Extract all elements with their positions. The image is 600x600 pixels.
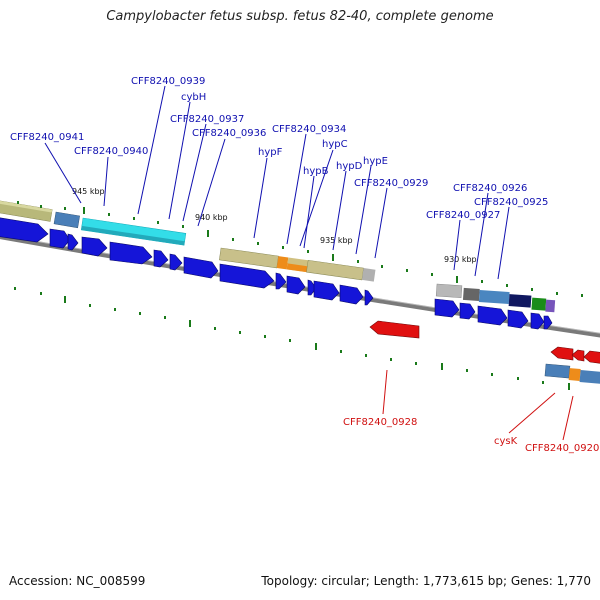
gene-label: hypF (258, 147, 283, 158)
gene-label: cybH (181, 92, 206, 103)
scale-label: 940 kbp (195, 213, 228, 222)
gene-arrow-reverse (571, 349, 585, 362)
scale-label: 930 kbp (444, 255, 477, 264)
gene-label: CFF8240_0936 (192, 128, 266, 139)
gene-arrow-forward (183, 256, 219, 279)
forward-genes (0, 217, 553, 330)
gene-label: CFF8240_0928 (343, 417, 417, 428)
domain-box (286, 263, 308, 273)
reverse-genes (369, 320, 600, 364)
domain-box (306, 259, 364, 281)
gene-arrow-reverse (550, 346, 574, 361)
gene-arrow-forward (307, 279, 317, 296)
gene-label: CFF8240_0941 (10, 132, 84, 143)
domain-box (478, 289, 510, 305)
domain-box (568, 368, 581, 381)
map-title: Campylobacter fetus subsp. fetus 82-40, … (106, 9, 494, 24)
domain-box (276, 256, 289, 270)
gene-label: CFF8240_0937 (170, 114, 244, 125)
gene-arrow-forward (507, 309, 529, 329)
domain-box (462, 287, 480, 301)
domain-box (53, 211, 80, 229)
gene-arrow-reverse (369, 320, 420, 339)
forward-labels: CFF8240_0939 cybH CFF8240_0937 CFF8240_0… (10, 76, 548, 221)
domain-box (435, 283, 463, 298)
gene-arrow-forward (67, 233, 79, 251)
gene-arrow-forward (477, 305, 508, 326)
gene-arrow-forward (434, 298, 460, 318)
reverse-labels: CFF8240_0928 cysK CFF8240_0920 (343, 417, 599, 454)
gene-arrow-reverse (583, 350, 600, 364)
gene-arrow-forward (339, 284, 364, 305)
footer-accession: Accession: NC_008599 (9, 574, 146, 588)
gene-arrow-forward (313, 280, 340, 301)
gene-arrow-forward (153, 249, 169, 268)
gene-arrow-forward (286, 275, 306, 295)
domain-box (545, 299, 556, 313)
gene-arrow-forward (543, 315, 553, 330)
scale-label: 935 kbp (320, 236, 353, 245)
scale-labels: 945 kbp 940 kbp 935 kbp 930 kbp (72, 187, 477, 264)
forward-leader-lines (44, 85, 510, 280)
domain-box (81, 225, 185, 246)
gene-label: hypE (363, 156, 388, 167)
footer-summary: Topology: circular; Length: 1,773,615 bp… (261, 574, 591, 588)
domain-box (0, 200, 53, 213)
domain-box (544, 363, 571, 379)
gene-arrow-forward (459, 302, 476, 320)
domain-box (219, 247, 279, 269)
gene-arrow-forward (109, 241, 153, 265)
gene-label: cysK (494, 436, 518, 447)
feature-track-upper (0, 199, 600, 385)
gene-label: CFF8240_0927 (426, 210, 500, 221)
gene-label: hypC (322, 139, 348, 150)
gene-label: CFF8240_0926 (453, 183, 527, 194)
gene-arrow-forward (81, 236, 108, 257)
gene-arrow-forward (275, 272, 287, 290)
gene-label: hypB (303, 166, 329, 177)
gene-label: CFF8240_0940 (74, 146, 148, 157)
domain-box (579, 370, 600, 385)
reverse-leader-lines (382, 369, 574, 441)
gene-arrow-forward (169, 253, 183, 271)
domain-box (531, 297, 547, 311)
tick-marks (14, 201, 583, 390)
gene-arrow-forward (0, 217, 49, 243)
gene-arrow-forward (49, 228, 71, 249)
gene-label: CFF8240_0920 (525, 443, 599, 454)
domain-box (508, 294, 532, 308)
gene-label: CFF8240_0929 (354, 178, 428, 189)
gene-label: CFF8240_0934 (272, 124, 346, 135)
gene-arrow-forward (219, 263, 275, 289)
gene-label: CFF8240_0939 (131, 76, 205, 87)
scale-label: 945 kbp (72, 187, 105, 196)
gene-arrow-forward (530, 312, 545, 330)
domain-box (361, 268, 376, 282)
gene-label: CFF8240_0925 (474, 197, 548, 208)
gene-label: hypD (336, 161, 363, 172)
gene-arrow-forward (364, 289, 374, 306)
